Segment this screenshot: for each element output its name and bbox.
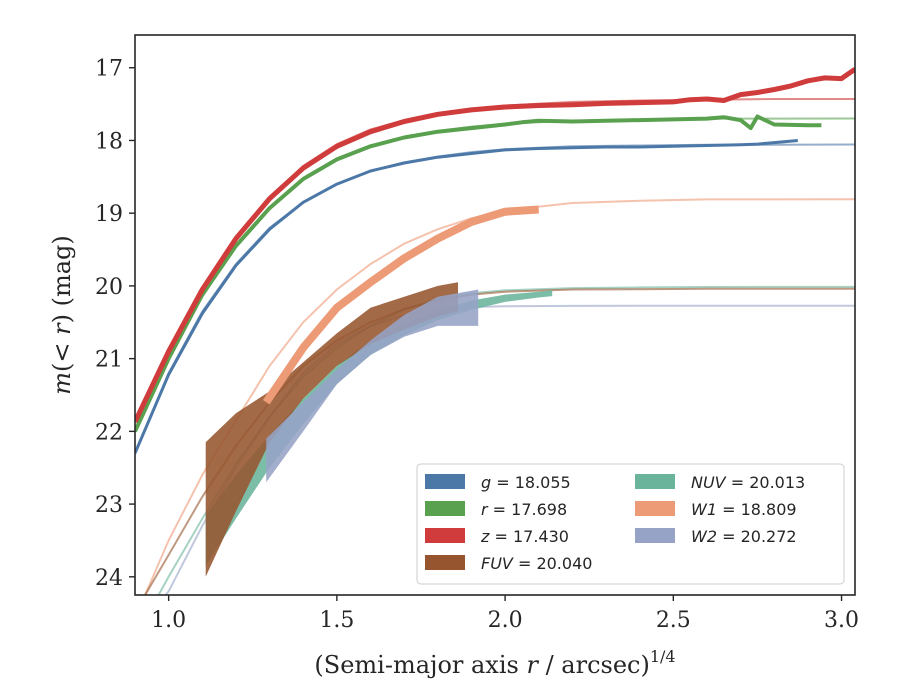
x-tick-label: 3.0 [824,608,859,633]
legend-label: W2 = 20.272 [691,527,797,546]
legend-swatch [635,474,675,489]
y-tick-label: 21 [95,348,123,373]
x-tick-label: 1.0 [151,608,186,633]
legend-swatch [425,501,465,516]
z-profile-line [135,67,855,423]
y-tick-label: 18 [95,129,123,154]
legend-swatch [635,501,675,516]
legend-swatch [425,474,465,489]
legend-label: z = 17.430 [480,527,569,546]
legend-swatch [425,528,465,543]
y-tick-label: 23 [95,493,123,518]
r-profile-line [135,114,822,433]
w2-band [266,289,479,483]
legend-label: NUV = 20.013 [691,473,805,492]
legend-swatch [425,555,465,570]
legend-swatch [635,528,675,543]
series-layer [135,67,855,595]
plot-frame [134,34,856,596]
y-tick-label: 20 [95,275,123,300]
legend-label: g = 18.055 [481,473,571,492]
x-tick-label: 2.0 [488,608,523,633]
y-tick-label: 19 [95,202,123,227]
y-tick-label: 17 [95,57,123,82]
legend-label: r = 17.698 [481,500,567,519]
w1-profile-line [262,205,539,405]
y-axis-label: m(< r) (mag) [48,235,76,395]
x-tick-label: 2.5 [656,608,691,633]
y-tick-label: 22 [95,420,123,445]
g-profile-line [135,139,798,454]
legend-label: W1 = 18.809 [691,500,797,519]
ticks-layer: 1.0 1.5 2.0 2.5 3.0 17 18 19 20 21 22 23 24 [95,57,859,633]
legend-label: FUV = 20.040 [481,554,592,573]
y-tick-label: 24 [95,566,123,591]
legend-box [416,463,845,585]
x-tick-label: 1.5 [319,608,354,633]
x-axis-label: (Semi-major axis r / arcsec)1/4 [314,647,675,679]
legend: g = 18.055 r = 17.698 z = 17.430 FUV = 20.0… [416,463,845,585]
